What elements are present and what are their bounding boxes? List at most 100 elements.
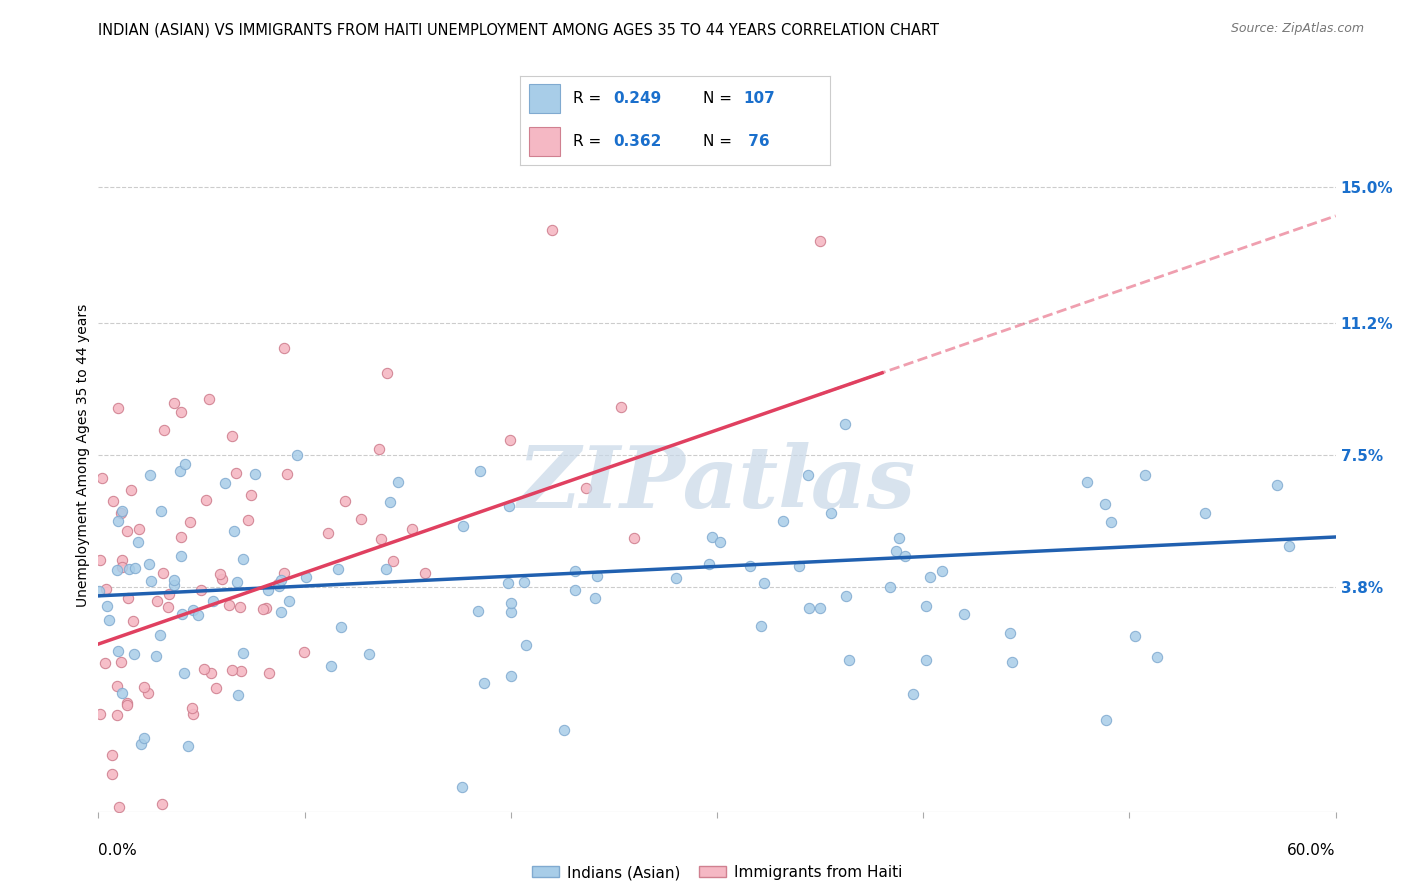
Point [335,493,357,508]
Bar [530,127,561,156]
Point [702,530,724,544]
Point [111,560,134,574]
Point [1146,650,1168,665]
Point [931,564,953,578]
Point [468,464,491,478]
Point [257,666,280,681]
Text: 0.362: 0.362 [613,134,661,149]
Point [1000,625,1022,640]
Point [94,582,117,597]
Point [163,578,186,592]
Point [498,500,520,514]
Text: 60.0%: 60.0% [1288,843,1336,858]
Point [232,646,254,660]
Point [124,560,146,574]
Point [105,563,128,577]
Point [564,565,586,579]
Point [359,647,381,661]
Point [273,566,295,581]
Point [952,607,974,622]
Point [270,573,292,587]
Point [583,591,606,605]
Point [1076,475,1098,489]
Point [87,584,110,599]
Point [214,476,236,491]
Point [903,687,925,701]
Point [110,655,132,669]
Point [1001,655,1024,669]
Point [451,519,474,533]
Point [541,223,564,237]
Text: 0.0%: 0.0% [98,843,138,858]
Point [105,679,128,693]
Point [1099,515,1122,529]
Point [277,594,299,608]
Point [107,514,129,528]
Point [115,696,138,710]
Point [145,648,167,663]
Point [150,797,173,811]
Point [200,666,222,681]
Point [797,468,820,483]
Point [1278,539,1301,553]
Point [117,524,139,539]
Point [467,603,489,617]
Point [101,494,124,508]
Point [187,607,209,622]
Point [884,544,907,558]
Point [799,601,821,615]
Point [879,580,901,594]
Point [575,481,598,495]
Bar [530,84,561,113]
Point [229,664,252,678]
Point [197,392,219,406]
Point [401,521,423,535]
Point [163,573,186,587]
Point [181,707,204,722]
Point [201,594,224,608]
Point [170,607,193,622]
Point [498,575,520,590]
Point [609,401,631,415]
Point [378,494,401,508]
Point [375,366,398,380]
Point [170,530,193,544]
Point [97,613,120,627]
Point [915,653,938,667]
Point [665,571,688,585]
Point [232,552,254,566]
Point [89,707,111,722]
Point [772,514,794,528]
Point [211,572,233,586]
Text: Source: ZipAtlas.com: Source: ZipAtlas.com [1230,22,1364,36]
Point [176,739,198,754]
Point [1135,467,1157,482]
Point [513,574,536,589]
Point [179,516,201,530]
Point [170,549,193,564]
Point [225,466,247,480]
Point [218,599,240,613]
Point [270,605,292,619]
Point [1095,714,1118,728]
Point [415,566,437,580]
Point [89,552,111,566]
Point [193,662,215,676]
Point [105,707,128,722]
Point [96,599,118,613]
Point [163,396,186,410]
Point [111,552,134,566]
Point [269,579,291,593]
Point [1194,506,1216,520]
Text: 76: 76 [742,134,769,149]
Point [740,558,762,573]
Point [451,780,474,794]
Point [174,458,197,472]
Point [1094,498,1116,512]
Point [129,737,152,751]
Point [754,576,776,591]
Text: INDIAN (ASIAN) VS IMMIGRANTS FROM HAITI UNEMPLOYMENT AMONG AGES 35 TO 44 YEARS C: INDIAN (ASIAN) VS IMMIGRANTS FROM HAITI … [98,22,939,37]
Point [138,557,160,571]
Text: R =: R = [572,91,606,106]
Point [387,475,409,489]
